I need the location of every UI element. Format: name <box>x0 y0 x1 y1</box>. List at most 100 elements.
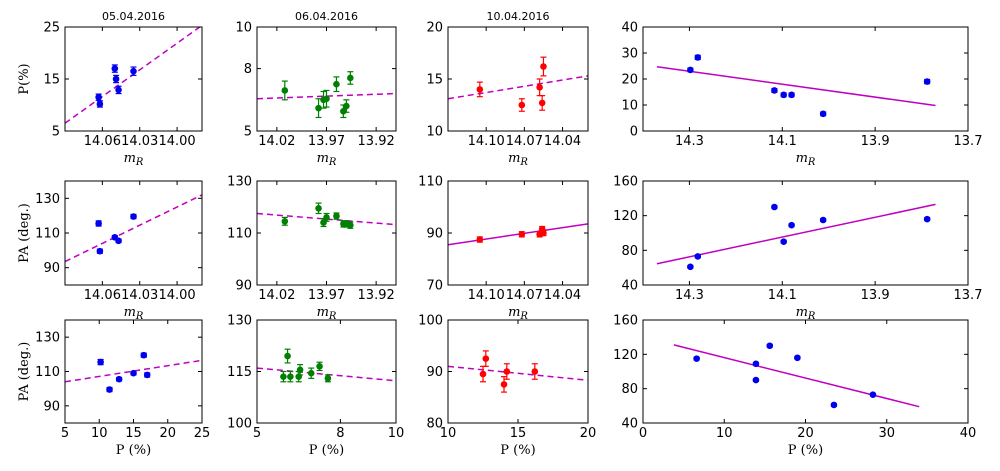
y-tick-label: 15 <box>43 73 60 88</box>
data-point <box>482 350 490 367</box>
data-marker <box>296 366 304 374</box>
data-marker <box>540 229 547 237</box>
data-point <box>287 370 294 383</box>
data-marker <box>96 100 104 108</box>
panel-r3c2: 5 8 10 100 115 130 P (%) <box>227 314 404 459</box>
data-marker <box>115 237 122 245</box>
y-tick-label: 20 <box>621 73 638 88</box>
data-point <box>788 221 795 229</box>
y-tick-label: 130 <box>35 192 60 207</box>
x-axis-label: mR <box>124 305 144 322</box>
y-tick-label: 30 <box>621 47 638 62</box>
x-tick-label: 5 <box>61 426 69 441</box>
panel-r2c1: 14.06 14.03 14.00 90 110 130 mR PA (deg.) <box>17 180 203 322</box>
y-tick-label: 20 <box>426 21 443 36</box>
data-marker <box>788 91 795 99</box>
y-tick-label: 130 <box>35 331 60 346</box>
x-axis-label: mR <box>508 305 528 322</box>
data-point <box>324 374 332 383</box>
data-point <box>687 263 694 271</box>
data-point <box>115 237 122 245</box>
x-tick-label: 13.9 <box>861 288 890 303</box>
panel-r3c3: 10 15 20 80 90 100 P (%) <box>418 314 596 459</box>
x-tick-label: 8 <box>336 426 344 441</box>
y-tick-label: 90 <box>43 261 60 276</box>
data-point <box>143 371 151 379</box>
data-marker <box>482 355 490 362</box>
y-tick-label: 80 <box>426 417 443 432</box>
data-marker <box>794 354 801 362</box>
data-point <box>106 386 113 393</box>
y-tick-label: 10 <box>621 99 638 114</box>
data-point <box>780 91 787 99</box>
data-marker <box>316 363 323 370</box>
y-tick-label: 100 <box>227 417 252 432</box>
data-marker <box>281 218 289 225</box>
x-tick-label: 5 <box>253 426 261 441</box>
data-marker <box>766 342 774 350</box>
y-axis-label: P(%) <box>17 63 32 94</box>
data-marker <box>333 80 340 88</box>
x-tick-label: 14.10 <box>468 134 505 149</box>
x-tick-label: 13.7 <box>954 288 983 303</box>
data-point <box>766 342 774 350</box>
data-marker <box>95 220 102 227</box>
data-marker <box>130 213 137 220</box>
data-marker <box>500 381 508 388</box>
x-tick-label: 20 <box>580 426 597 441</box>
x-tick-label: 13.97 <box>308 134 345 149</box>
x-tick-label: 25 <box>194 426 211 441</box>
x-tick-label: 20 <box>159 426 176 441</box>
data-marker <box>771 87 778 94</box>
data-point <box>96 247 104 255</box>
y-tick-label: 80 <box>621 382 638 397</box>
data-marker <box>324 375 332 382</box>
x-axis-label: mR <box>508 151 528 168</box>
data-point <box>343 99 350 113</box>
y-tick-label: 8 <box>244 62 252 77</box>
data-point <box>694 253 702 260</box>
fit-line <box>673 344 920 408</box>
axes-frame <box>642 319 969 424</box>
x-tick-label: 13.92 <box>358 134 395 149</box>
fit-line <box>257 92 396 100</box>
data-point <box>111 64 119 73</box>
x-tick-label: 20 <box>797 426 814 441</box>
data-marker <box>531 368 539 375</box>
data-marker <box>343 102 350 110</box>
data-point <box>95 220 102 227</box>
y-tick-label: 110 <box>418 175 443 190</box>
data-point <box>347 221 354 229</box>
data-point <box>540 56 547 77</box>
y-tick-label: 120 <box>613 209 638 224</box>
data-marker <box>503 368 511 375</box>
x-tick-label: 10 <box>388 426 405 441</box>
data-marker <box>536 84 543 91</box>
x-tick-label: 14.04 <box>544 134 581 149</box>
panel-r1c3: 14.10 14.07 14.04 10 15 20 10.04.2016 mR <box>426 10 589 168</box>
data-point <box>315 202 322 215</box>
x-tick-label: 14.04 <box>544 288 581 303</box>
data-marker <box>95 93 102 101</box>
data-marker <box>323 214 330 221</box>
data-point <box>752 360 760 368</box>
data-marker <box>780 91 787 99</box>
axes-frame <box>642 26 969 132</box>
fit-line <box>448 223 588 246</box>
data-point <box>819 216 827 224</box>
data-marker <box>130 369 137 377</box>
data-point <box>316 361 323 372</box>
data-point <box>518 231 526 238</box>
data-marker <box>333 212 340 220</box>
y-tick-label: 90 <box>43 399 60 414</box>
y-tick-label: 40 <box>621 279 638 294</box>
data-marker <box>687 66 694 74</box>
data-point <box>323 212 330 222</box>
data-point <box>333 76 340 93</box>
x-tick-label: 14.02 <box>258 134 295 149</box>
fit-line <box>257 367 396 382</box>
x-tick-label: 14.03 <box>121 134 158 149</box>
data-marker <box>340 107 347 115</box>
panel-title: 10.04.2016 <box>487 10 550 23</box>
